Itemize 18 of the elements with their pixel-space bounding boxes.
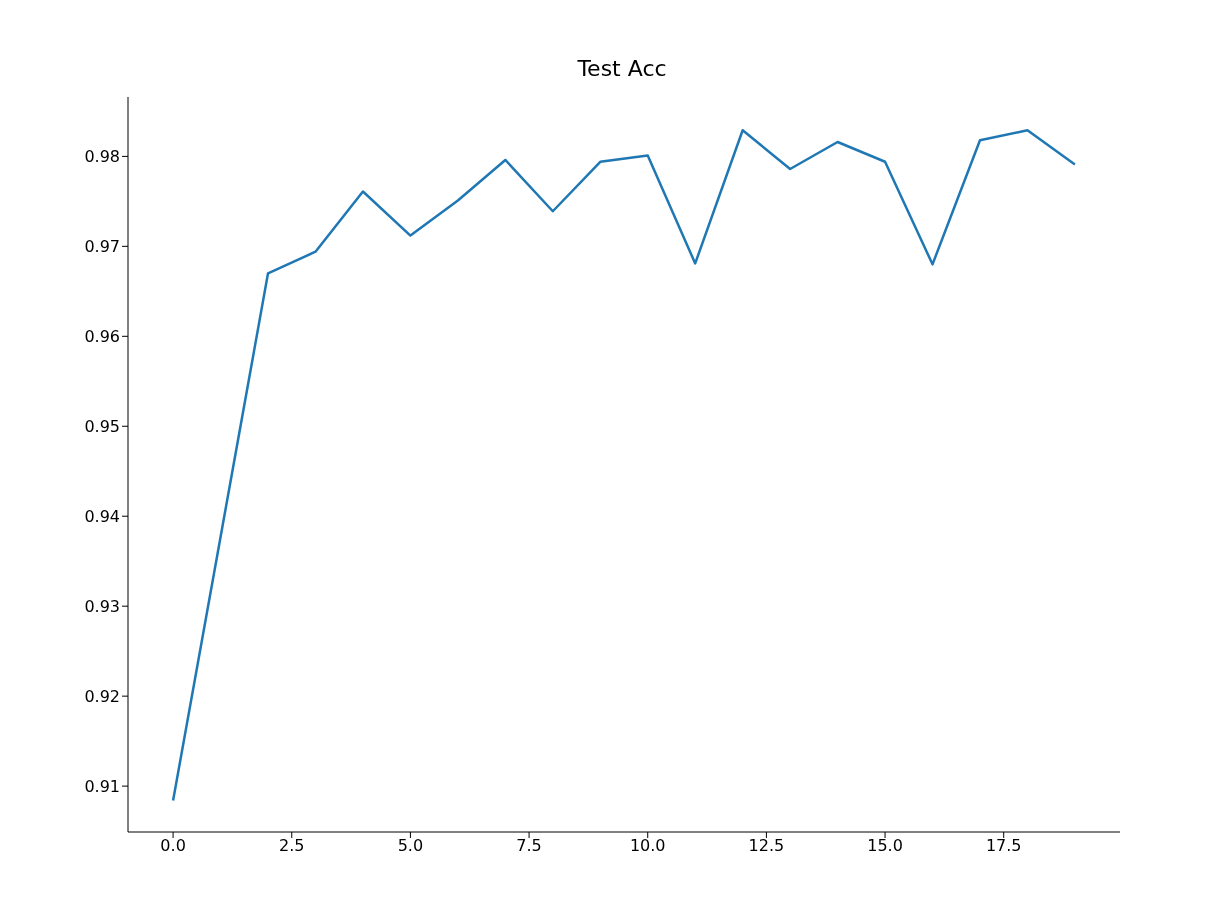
x-tick-label: 5.0 [397, 836, 424, 856]
y-tick-label: 0.93 [84, 596, 120, 616]
x-tick-label: 12.5 [748, 836, 785, 856]
y-tick-label: 0.94 [84, 506, 120, 526]
x-tick-label: 15.0 [867, 836, 903, 856]
chart-title: Test Acc [576, 56, 668, 81]
x-tick-label: 7.5 [516, 836, 542, 856]
line-series [171, 129, 1077, 802]
y-tick-label: 0.95 [84, 416, 120, 436]
y-tick-label: 0.97 [84, 237, 120, 257]
y-tick-label: 0.92 [84, 686, 120, 706]
x-tick-label: 2.5 [279, 836, 305, 856]
y-tick-label: 0.96 [84, 326, 120, 346]
x-tick-label: 10.0 [629, 836, 666, 856]
y-tick-label: 0.91 [84, 776, 120, 796]
y-tick-label: 0.98 [84, 147, 120, 167]
x-tick-label: 17.5 [985, 836, 1022, 856]
x-tick-label: 0.0 [160, 836, 186, 856]
